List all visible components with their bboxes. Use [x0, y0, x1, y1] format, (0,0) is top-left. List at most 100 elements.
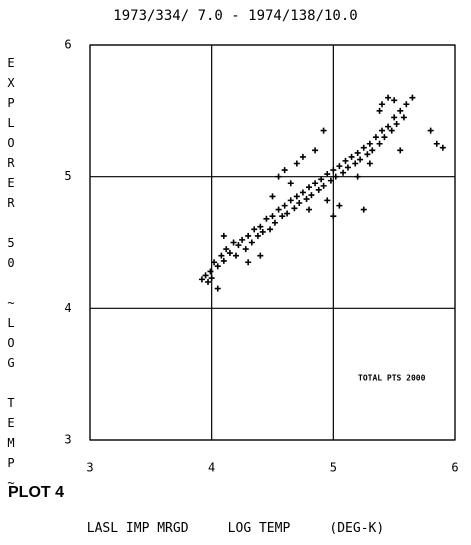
point — [324, 171, 331, 178]
point — [342, 157, 349, 164]
point — [207, 268, 214, 275]
point — [409, 94, 416, 101]
point — [379, 101, 385, 108]
point — [379, 127, 385, 134]
point — [336, 202, 343, 209]
point — [320, 127, 327, 134]
x-tick-label: 6 — [451, 461, 458, 475]
y-tick-label: 4 — [64, 301, 71, 315]
point — [439, 144, 446, 151]
point — [400, 114, 407, 121]
point — [287, 197, 294, 204]
x-tick-label: 3 — [86, 461, 93, 475]
point — [344, 164, 351, 171]
point — [223, 246, 230, 253]
point — [397, 107, 404, 114]
point — [279, 213, 286, 220]
point — [211, 259, 218, 266]
point — [202, 272, 209, 279]
point — [293, 160, 300, 167]
point — [208, 275, 215, 282]
point — [214, 285, 221, 292]
point — [312, 147, 319, 154]
point — [388, 127, 395, 134]
point — [360, 144, 367, 151]
point — [284, 210, 291, 217]
y-tick-label: 5 — [64, 169, 71, 183]
point — [385, 123, 392, 130]
point — [306, 184, 312, 191]
point — [330, 213, 337, 220]
point — [257, 252, 264, 259]
point — [393, 121, 400, 127]
point — [315, 186, 322, 193]
point — [318, 176, 325, 183]
point — [248, 239, 255, 246]
point — [308, 192, 315, 199]
point — [214, 263, 221, 270]
point — [287, 180, 294, 187]
point — [251, 226, 258, 233]
point — [254, 232, 261, 239]
y-tick-label: 3 — [64, 433, 71, 447]
point — [263, 215, 270, 222]
point — [242, 246, 249, 253]
point — [220, 257, 227, 264]
point — [218, 252, 225, 259]
point — [259, 228, 266, 235]
point — [360, 206, 367, 213]
point — [369, 147, 376, 154]
point — [281, 167, 288, 174]
point — [220, 232, 227, 239]
point — [198, 276, 205, 283]
point — [324, 197, 331, 204]
point — [226, 250, 233, 257]
point — [352, 160, 359, 167]
plot-label: PLOT 4 — [8, 484, 65, 501]
point — [299, 189, 306, 196]
point — [332, 173, 339, 180]
point — [391, 97, 398, 104]
point — [376, 107, 383, 114]
point — [372, 134, 379, 141]
point — [205, 279, 212, 285]
x-tick-label: 5 — [330, 461, 337, 475]
x-axis-label: LASL IMP MRGD LOG TEMP (DEG-K) — [86, 521, 385, 536]
point — [312, 180, 319, 187]
point — [381, 134, 388, 141]
point — [267, 226, 274, 233]
point — [296, 200, 303, 206]
point — [364, 151, 371, 158]
point — [291, 205, 298, 212]
point — [340, 169, 347, 176]
point — [330, 167, 337, 174]
point — [433, 140, 440, 147]
point — [303, 196, 310, 203]
point — [239, 236, 246, 243]
point — [357, 156, 364, 163]
point — [348, 153, 355, 160]
point — [385, 94, 392, 101]
point — [271, 219, 278, 226]
point — [354, 149, 361, 156]
point — [235, 242, 242, 249]
point — [427, 127, 434, 134]
point — [320, 182, 327, 189]
point — [269, 193, 276, 200]
point — [397, 147, 404, 154]
point — [376, 140, 383, 147]
y-tick-label: 6 — [64, 38, 71, 52]
point — [366, 140, 373, 147]
point — [354, 173, 361, 180]
point — [281, 202, 288, 209]
point — [269, 213, 276, 220]
point — [275, 206, 282, 213]
point — [245, 232, 252, 239]
point — [275, 173, 282, 180]
point — [306, 206, 312, 213]
point — [336, 163, 343, 170]
x-tick-label: 4 — [208, 461, 215, 475]
chart-title: 1973/334/ 7.0 - 1974/138/10.0 — [113, 8, 358, 24]
